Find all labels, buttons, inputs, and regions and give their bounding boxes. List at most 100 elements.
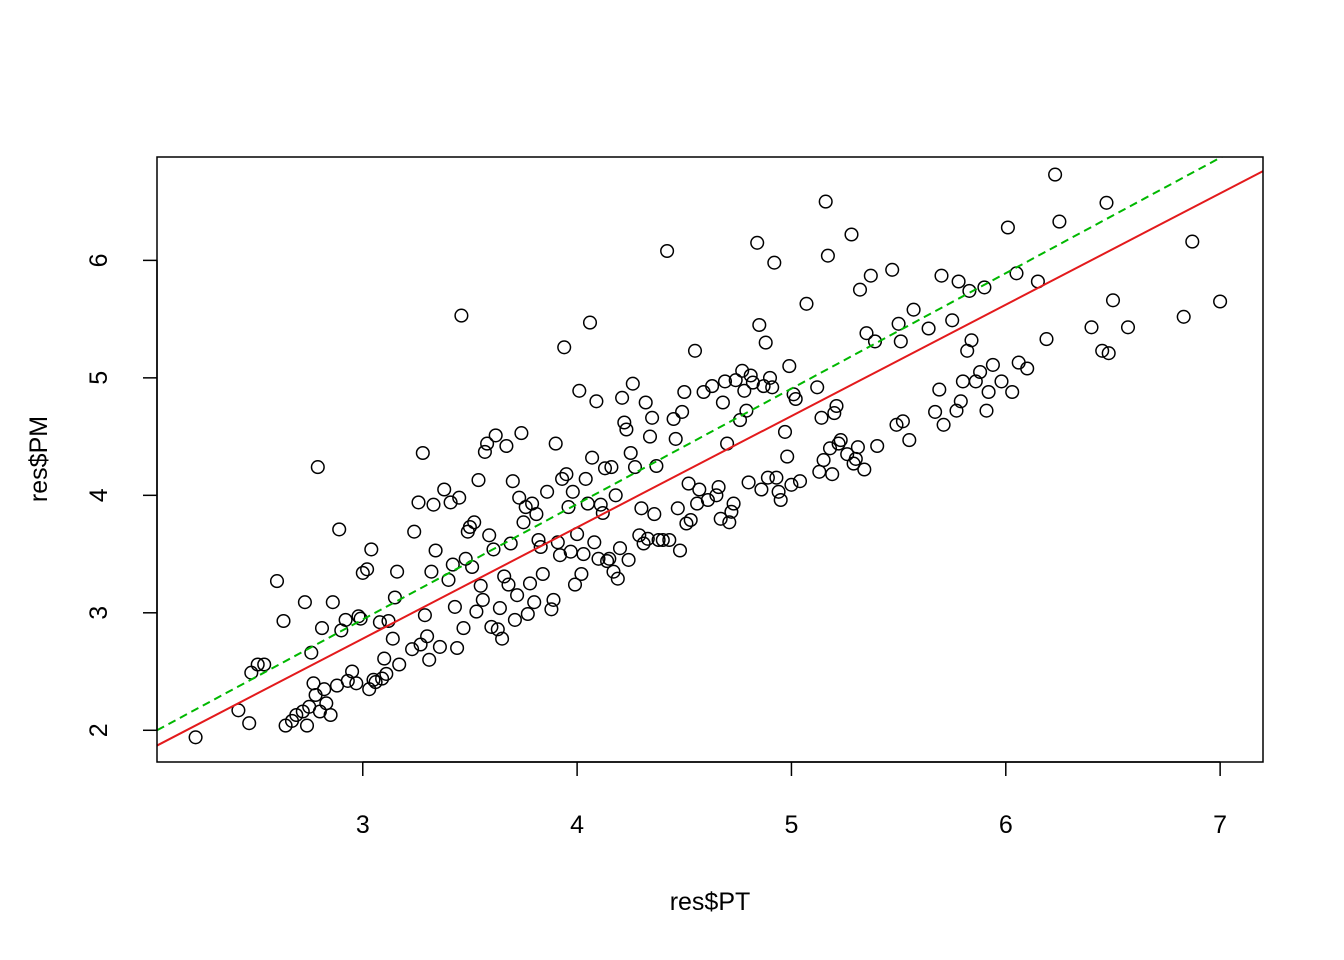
- data-point: [1009, 266, 1024, 281]
- data-point: [445, 557, 460, 572]
- data-point: [507, 612, 522, 627]
- data-point: [364, 542, 379, 557]
- data-point: [754, 482, 769, 497]
- data-point: [1213, 294, 1228, 309]
- data-point: [349, 676, 364, 691]
- data-point: [471, 473, 486, 488]
- data-point: [559, 467, 574, 482]
- plot-frame: [156, 156, 1264, 763]
- data-point: [799, 296, 814, 311]
- fit-line: [157, 170, 1263, 747]
- data-point: [314, 621, 330, 636]
- data-point: [257, 657, 272, 672]
- data-point: [649, 458, 664, 474]
- data-point: [462, 519, 477, 535]
- data-point: [632, 528, 647, 543]
- data-point: [660, 243, 675, 259]
- data-point: [501, 577, 516, 592]
- data-point: [687, 343, 703, 358]
- x-tick-label: 3: [356, 811, 370, 839]
- data-point: [642, 429, 658, 444]
- data-point: [1052, 214, 1067, 229]
- data-point: [792, 474, 808, 489]
- data-point: [486, 542, 501, 557]
- data-point: [323, 707, 338, 723]
- data-point: [1084, 320, 1099, 335]
- data-point: [829, 398, 844, 414]
- data-point: [565, 484, 580, 499]
- data-point: [1039, 332, 1054, 347]
- data-point: [640, 531, 655, 546]
- data-point: [375, 671, 390, 686]
- data-point: [902, 433, 917, 448]
- data-point: [662, 532, 677, 548]
- data-point: [672, 543, 688, 558]
- data-point: [428, 543, 443, 558]
- data-point: [600, 554, 615, 569]
- data-point: [645, 410, 660, 425]
- data-point: [561, 500, 576, 515]
- data-point: [608, 488, 623, 503]
- x-axis-label: res$PT: [670, 888, 751, 916]
- data-point: [411, 495, 426, 510]
- data-point: [589, 394, 604, 409]
- data-point: [623, 445, 638, 461]
- data-point: [432, 639, 447, 654]
- data-point: [692, 482, 707, 497]
- data-point: [921, 321, 936, 336]
- data-point: [762, 370, 778, 385]
- y-axis: 2 3 4 5 6: [85, 253, 158, 737]
- data-point: [666, 411, 681, 427]
- data-point: [769, 470, 784, 485]
- data-point: [833, 433, 848, 448]
- data-point: [420, 629, 435, 644]
- data-point: [870, 438, 885, 454]
- data-point: [732, 413, 748, 428]
- data-point: [447, 599, 462, 614]
- data-point: [1048, 167, 1063, 182]
- data-point: [587, 535, 602, 550]
- data-point: [780, 449, 795, 464]
- data-point: [473, 578, 488, 593]
- y-tick-label: 6: [85, 253, 113, 267]
- data-point: [332, 522, 347, 537]
- data-point: [973, 364, 988, 380]
- data-point: [696, 384, 711, 400]
- data-point: [424, 564, 439, 579]
- data-point: [979, 403, 994, 418]
- data-point: [576, 547, 591, 562]
- data-point: [651, 532, 666, 548]
- data-point: [906, 302, 921, 317]
- data-point: [627, 460, 643, 475]
- data-point: [495, 631, 510, 646]
- data-point: [968, 374, 983, 389]
- data-point: [814, 410, 829, 425]
- data-point: [572, 383, 587, 398]
- data-point: [417, 608, 432, 623]
- data-point: [488, 428, 503, 443]
- data-point: [604, 460, 619, 475]
- data-point: [535, 566, 550, 582]
- data-point: [700, 492, 715, 508]
- data-point: [634, 501, 649, 516]
- data-point: [852, 282, 868, 297]
- data-point: [844, 227, 859, 242]
- data-point: [540, 484, 555, 499]
- data-point: [368, 675, 383, 690]
- data-point: [610, 571, 625, 586]
- data-point: [533, 539, 548, 555]
- data-point: [475, 592, 490, 607]
- y-axis-label: res$PM: [25, 416, 53, 502]
- data-point: [591, 551, 606, 566]
- data-point: [928, 404, 943, 419]
- x-tick-label: 7: [1213, 811, 1227, 839]
- data-point: [497, 569, 512, 584]
- x-tick-label: 4: [570, 811, 584, 839]
- data-point: [820, 248, 835, 263]
- data-point: [454, 308, 469, 323]
- data-point: [765, 380, 780, 395]
- data-point: [994, 374, 1009, 389]
- data-point: [677, 384, 692, 400]
- data-point: [750, 235, 765, 250]
- data-point: [482, 528, 497, 543]
